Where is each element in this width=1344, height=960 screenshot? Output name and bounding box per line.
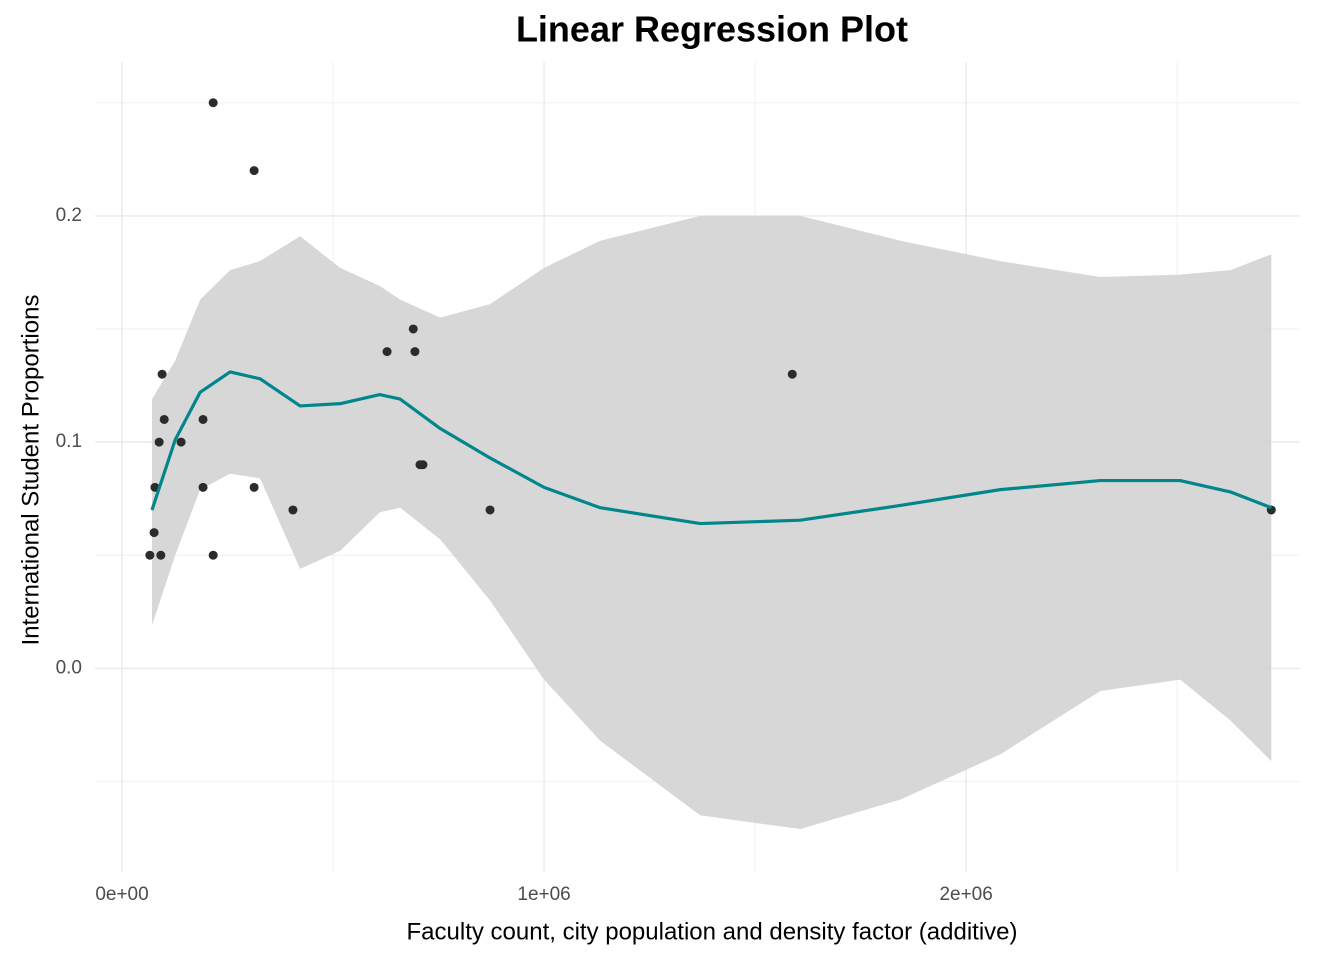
tick-labels: 0e+00 1e+06 2e+06 0.0 0.1 0.2 (56, 205, 993, 905)
point (408, 324, 418, 334)
point (149, 528, 159, 538)
chart-title: Linear Regression Plot (516, 9, 908, 50)
point (249, 166, 259, 176)
point (410, 347, 420, 357)
y-tick-label: 0.1 (56, 431, 82, 452)
point (156, 550, 166, 560)
point (418, 460, 428, 470)
fit-line (150, 370, 1272, 526)
x-tick-label: 0e+00 (95, 884, 148, 905)
x-tick-label: 2e+06 (939, 884, 992, 905)
point (198, 414, 208, 424)
point (208, 98, 218, 108)
point (157, 369, 167, 379)
point (176, 437, 186, 447)
point (249, 482, 259, 492)
point (159, 414, 169, 424)
x-tick-label: 1e+06 (517, 884, 570, 905)
point (198, 482, 208, 492)
point (145, 550, 155, 560)
point (208, 550, 218, 560)
plot-area (145, 98, 1276, 830)
y-tick-label: 0.0 (56, 657, 82, 678)
y-axis-title: International Student Proportions (17, 295, 44, 646)
point (154, 437, 164, 447)
point (382, 347, 392, 357)
point (485, 505, 495, 515)
y-tick-label: 0.2 (56, 205, 82, 226)
point (787, 369, 797, 379)
point (288, 505, 298, 515)
x-axis-title: Faculty count, city population and densi… (407, 918, 1018, 945)
